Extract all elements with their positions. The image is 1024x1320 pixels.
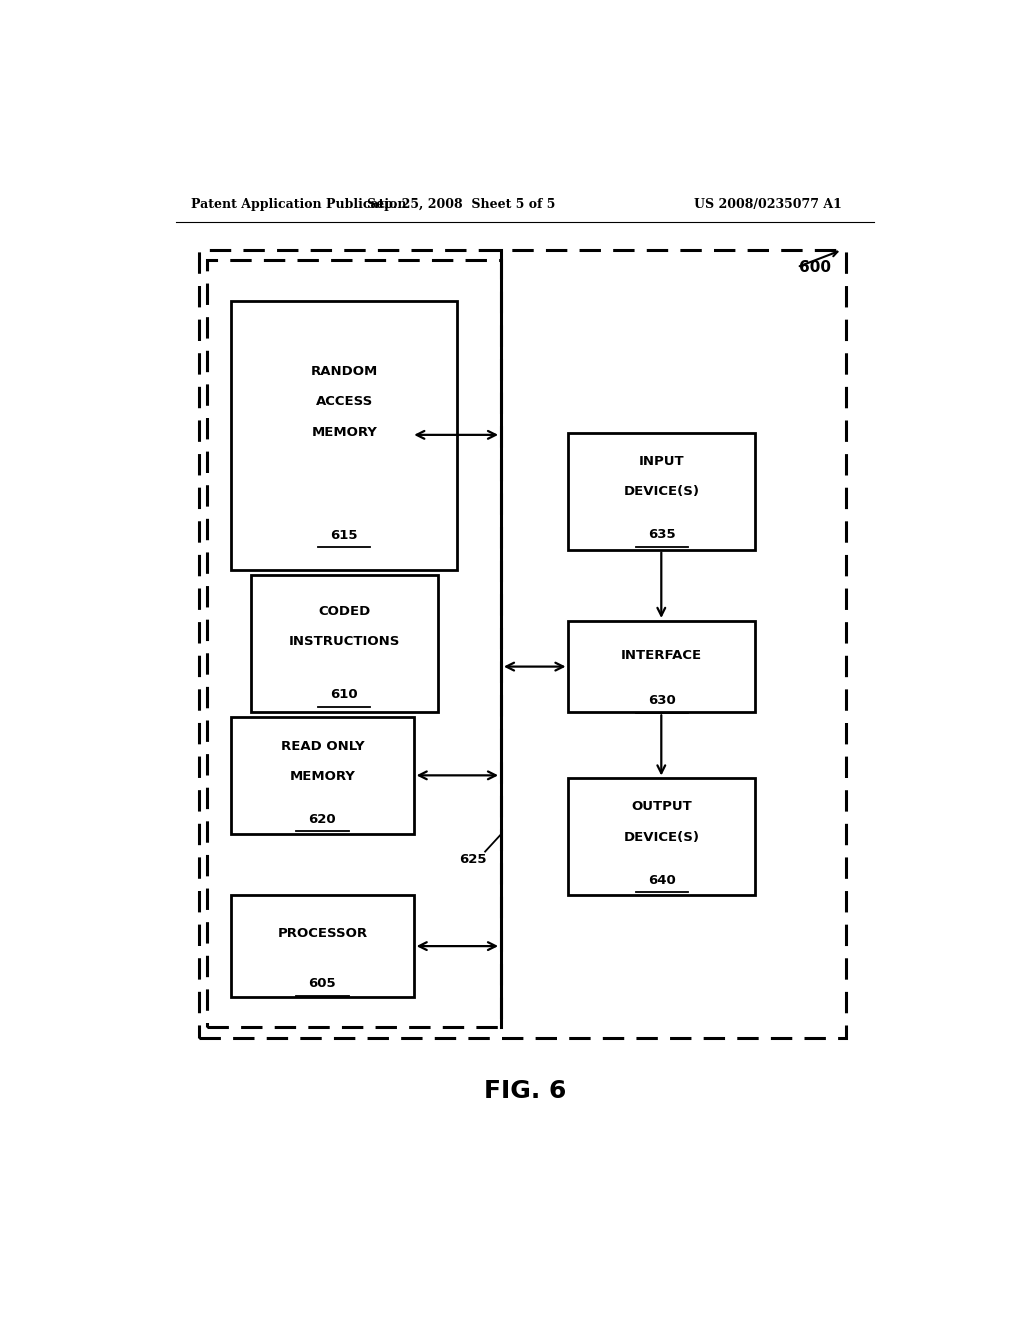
Bar xyxy=(568,433,755,549)
Bar xyxy=(200,249,846,1038)
Text: Sep. 25, 2008  Sheet 5 of 5: Sep. 25, 2008 Sheet 5 of 5 xyxy=(368,198,555,211)
Text: 635: 635 xyxy=(648,528,676,541)
Text: INSTRUCTIONS: INSTRUCTIONS xyxy=(289,635,400,648)
Bar xyxy=(231,718,414,834)
Text: 605: 605 xyxy=(308,977,336,990)
Text: CODED: CODED xyxy=(318,605,371,618)
Text: US 2008/0235077 A1: US 2008/0235077 A1 xyxy=(694,198,842,211)
Text: 620: 620 xyxy=(308,813,336,825)
Text: 615: 615 xyxy=(331,528,358,541)
Text: ACCESS: ACCESS xyxy=(315,395,373,408)
Bar xyxy=(231,895,414,997)
Bar xyxy=(568,620,755,713)
Text: 610: 610 xyxy=(331,688,358,701)
Text: MEMORY: MEMORY xyxy=(290,770,355,783)
Text: RANDOM: RANDOM xyxy=(310,364,378,378)
Text: PROCESSOR: PROCESSOR xyxy=(278,927,368,940)
Text: 625: 625 xyxy=(460,853,487,866)
Bar xyxy=(568,779,755,895)
Bar xyxy=(207,260,501,1027)
Text: OUTPUT: OUTPUT xyxy=(632,800,692,813)
Text: 630: 630 xyxy=(648,694,676,708)
Text: DEVICE(S): DEVICE(S) xyxy=(624,486,699,499)
Text: INTERFACE: INTERFACE xyxy=(622,648,702,661)
Bar xyxy=(231,301,458,570)
Text: READ ONLY: READ ONLY xyxy=(281,739,365,752)
Text: FIG. 6: FIG. 6 xyxy=(483,1080,566,1104)
Text: DEVICE(S): DEVICE(S) xyxy=(624,832,699,843)
Bar xyxy=(251,576,437,713)
Text: 640: 640 xyxy=(648,874,676,887)
Text: MEMORY: MEMORY xyxy=(311,425,377,438)
Text: INPUT: INPUT xyxy=(639,455,684,467)
Text: Patent Application Publication: Patent Application Publication xyxy=(191,198,407,211)
Text: 600: 600 xyxy=(799,260,830,275)
